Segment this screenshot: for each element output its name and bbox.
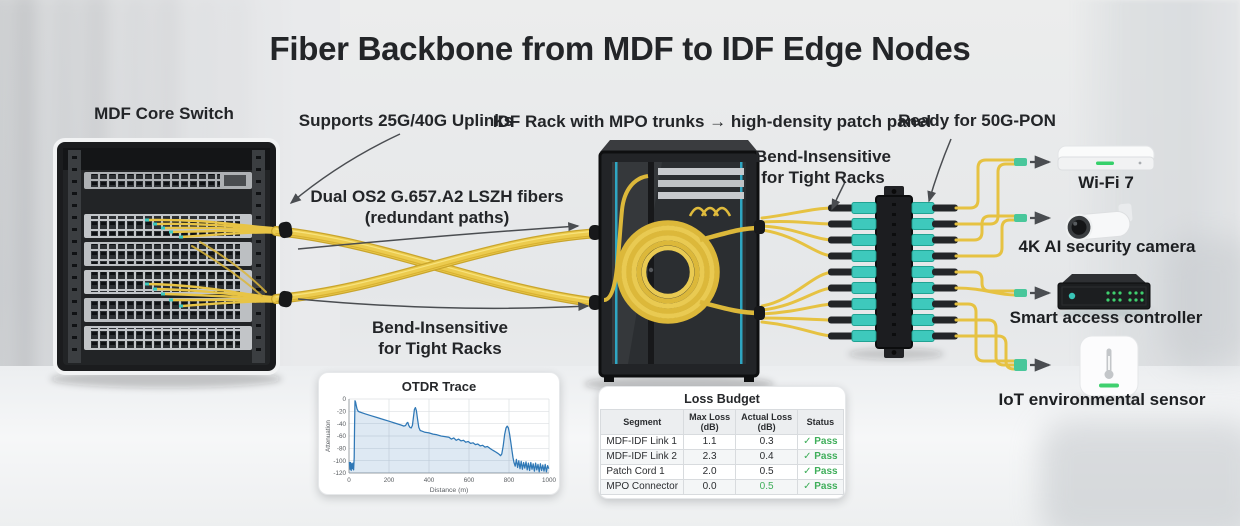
label-iot-sensor: IoT environmental sensor: [998, 390, 1206, 409]
mpo-patch-panel: [828, 186, 958, 358]
page-title: Fiber Backbone from MDF to IDF Edge Node…: [269, 30, 971, 67]
bend-right-arrow: [831, 181, 846, 211]
table-cell: 0.5: [735, 478, 799, 495]
otdr-trace-area: [349, 400, 549, 473]
table-cell: ✓ Pass: [797, 433, 844, 450]
svg-text:-40: -40: [337, 421, 347, 428]
label-bend-insensitive-right: Bend-Insensitive for Tight Racks: [754, 147, 892, 187]
fiber-bundle-crossing: [271, 221, 604, 310]
mdf-fiber-fans: [146, 218, 274, 308]
svg-text:0: 0: [342, 396, 346, 403]
svg-text:1000: 1000: [542, 477, 556, 484]
table-cell: 0.3: [735, 433, 799, 450]
status-pass-badge: ✓ Pass: [803, 436, 838, 448]
svg-text:200: 200: [384, 477, 395, 484]
idf-interior-equipment: [658, 168, 744, 217]
column-header: Actual Loss (dB): [735, 409, 799, 435]
loss-budget-table: Segment Max Loss (dB) Actual Loss (dB) Stat…: [600, 409, 844, 495]
table-cell: 2.3: [683, 448, 737, 465]
svg-text:400: 400: [424, 477, 435, 484]
mpo-connectors: [828, 202, 958, 342]
table-cell: 2.0: [683, 463, 737, 480]
loss-budget-title: Loss Budget: [684, 392, 760, 406]
svg-text:-100: -100: [333, 458, 346, 465]
label-mdf-core-switch: MDF Core Switch: [94, 104, 234, 123]
label-fiber-type: Dual OS2 G.657.A2 LSZH fibers (redundant…: [310, 187, 564, 227]
table-cell: MDF-IDF Link 1: [600, 433, 685, 450]
svg-text:0: 0: [347, 477, 351, 484]
device-connection-arrows: [1030, 155, 1052, 372]
camera-device: [1065, 203, 1133, 241]
table-row: MPO Connector 0.0 0.5 ✓ Pass: [600, 478, 844, 495]
status-pass-badge: ✓ Pass: [803, 451, 838, 463]
table-cell: MDF-IDF Link 2: [600, 448, 685, 465]
table-cell: 0.5: [735, 463, 799, 480]
lc-connectors: [145, 218, 183, 308]
cable-tie: [754, 220, 765, 234]
label-wifi-ap: Wi-Fi 7: [1078, 173, 1134, 192]
label-security-camera: 4K AI security camera: [1018, 237, 1196, 256]
top-path-arrow: [297, 222, 580, 250]
label-access-controller: Smart access controller: [1009, 308, 1203, 327]
svg-text:-20: -20: [337, 409, 347, 416]
svg-text:-80: -80: [337, 446, 347, 453]
column-header: Segment: [600, 409, 685, 435]
cable-ties: [278, 221, 601, 310]
table-row: MDF-IDF Link 1 1.1 0.3 ✓ Pass: [600, 433, 844, 450]
idf-rack-cabinet: [598, 140, 761, 382]
table-cell: 0.4: [735, 448, 799, 465]
table-cell: MPO Connector: [600, 478, 685, 495]
column-header: Max Loss (dB): [683, 409, 737, 435]
uplinks-arrow: [289, 133, 401, 204]
table-cell: Patch Cord 1: [600, 463, 685, 480]
table-cell: ✓ Pass: [797, 478, 844, 495]
status-pass-badge: ✓ Pass: [803, 481, 838, 493]
otdr-trace-line: [348, 400, 550, 473]
column-header: Status: [797, 409, 844, 435]
wifi-ap-device: [1057, 145, 1155, 171]
table-cell: ✓ Pass: [797, 448, 844, 465]
table-cell: 1.1: [683, 433, 737, 450]
annotation-arrows: [289, 133, 952, 311]
svg-text:Attenuation: Attenuation: [325, 420, 332, 452]
status-pass-badge: ✓ Pass: [803, 466, 838, 478]
drop-cables: [954, 158, 1018, 371]
loss-budget-header: Segment Max Loss (dB) Actual Loss (dB) Stat…: [600, 409, 844, 435]
label-idf-rack: IDF Rack with MPO trunks → high-density …: [492, 112, 932, 131]
label-50g-pon: Ready for 50G-PON: [898, 111, 1056, 130]
table-cell: 0.0: [683, 478, 737, 495]
table-row: Patch Cord 1 2.0 0.5 ✓ Pass: [600, 463, 844, 480]
controller-device: [1057, 274, 1151, 310]
svg-text:600: 600: [464, 477, 475, 484]
otdr-trace-card: OTDR Trace 0 -20 -40 -60 -80 -100 -120 0 200 400 6…: [318, 372, 560, 495]
otdr-chart-title: OTDR Trace: [401, 379, 477, 394]
svg-text:800: 800: [504, 477, 515, 484]
svg-text:Distance (m): Distance (m): [430, 487, 469, 494]
loss-budget-card: Loss Budget Segment Max Loss (dB) Actual L…: [598, 386, 846, 499]
svg-text:-60: -60: [337, 433, 347, 440]
fiber-tips: [1014, 158, 1027, 371]
label-bend-insensitive-left: Bend-Insensitive for Tight Racks: [371, 318, 509, 358]
bottom-path-arrow: [297, 298, 590, 311]
idf-fiber-coil: [616, 220, 720, 324]
svg-text:-120: -120: [333, 470, 346, 477]
mdf-rack-photo: [53, 138, 280, 375]
table-cell: ✓ Pass: [797, 463, 844, 480]
table-row: MDF-IDF Link 2 2.3 0.4 ✓ Pass: [600, 448, 844, 465]
label-uplinks: Supports 25G/40G Uplinks: [298, 111, 514, 130]
cable-tie: [754, 306, 765, 320]
iot-sensor-device: [1079, 335, 1139, 397]
pon-arrow: [927, 138, 952, 203]
idf-to-panel-cables: [760, 206, 836, 338]
